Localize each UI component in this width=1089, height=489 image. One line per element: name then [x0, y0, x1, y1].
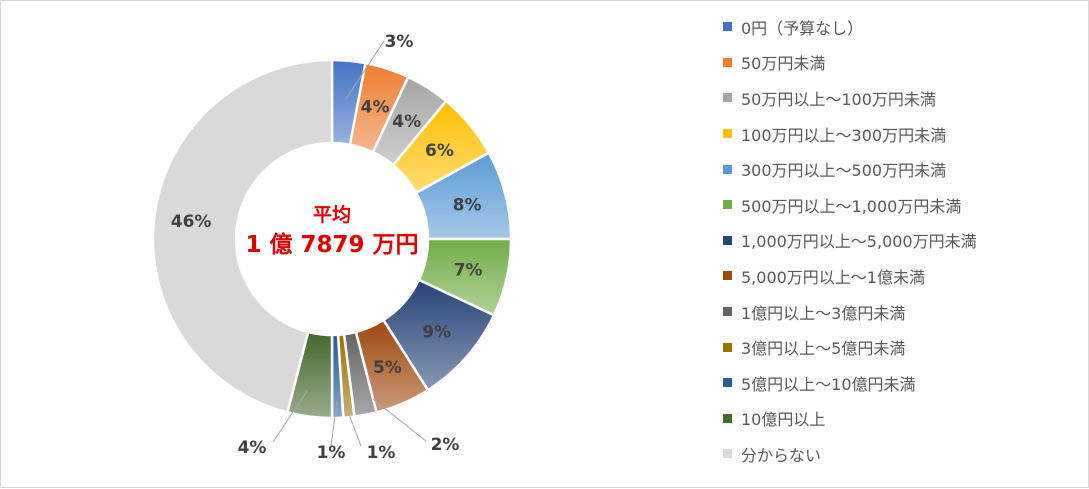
slice-label-7: 5%: [373, 358, 402, 378]
legend-item-6: 1,000万円以上～5,000万円未満: [723, 223, 1083, 259]
legend-label-12: 分からない: [741, 445, 822, 465]
leader-line-8: [372, 398, 427, 442]
center-title: 平均: [313, 203, 351, 226]
legend-label-6: 1,000万円以上～5,000万円未満: [741, 232, 977, 252]
slice-label-11: 4%: [238, 438, 267, 458]
legend-label-8: 1億円以上～3億円未満: [741, 303, 906, 323]
slice-12: [151, 58, 334, 414]
legend-label-3: 100万円以上～300万円未満: [741, 125, 947, 145]
legend-label-7: 5,000万円以上～1億未満: [741, 267, 925, 287]
slice-label-3: 6%: [425, 141, 454, 161]
leader-line-0: [345, 40, 385, 100]
legend-item-1: 50万円未満: [723, 45, 1083, 81]
legend-swatch-12: [723, 449, 732, 459]
legend-label-4: 300万円以上～500万円未満: [741, 161, 947, 181]
legend-swatch-2: [723, 93, 732, 103]
legend-label-0: 0円（予算なし）: [741, 18, 864, 38]
slice-label-2: 4%: [392, 112, 421, 132]
legend-swatch-7: [723, 271, 732, 281]
legend-swatch-0: [723, 22, 732, 32]
slice-label-6: 9%: [422, 322, 451, 342]
legend-item-11: 10億円以上: [723, 401, 1083, 437]
legend-item-8: 1億円以上～3億円未満: [723, 294, 1083, 330]
legend-label-1: 50万円未満: [741, 54, 826, 74]
legend-item-4: 300万円以上～500万円未満: [723, 151, 1083, 187]
slice-label-10: 1%: [317, 443, 346, 463]
leader-lines: [272, 40, 427, 447]
legend-label-2: 50万円以上～100万円未満: [741, 89, 936, 109]
slice-label-0: 3%: [385, 32, 414, 52]
slice-label-9: 1%: [367, 443, 396, 463]
legend-swatch-5: [723, 200, 732, 210]
legend-swatch-9: [723, 342, 732, 352]
slice-label-8: 2%: [431, 435, 460, 455]
center-value: 1 億 7879 万円: [245, 231, 418, 258]
legend-swatch-1: [723, 57, 732, 67]
slice-label-5: 7%: [454, 260, 483, 280]
legend-item-0: 0円（予算なし）: [723, 9, 1083, 45]
legend-swatch-3: [723, 129, 732, 139]
legend-item-7: 5,000万円以上～1億未満: [723, 258, 1083, 294]
slice-labels: 3%4%4%6%8%7%9%5%2%1%1%4%46%: [171, 32, 483, 463]
legend-item-12: 分からない: [723, 436, 1083, 472]
leader-line-10: [330, 400, 338, 447]
slices: [151, 58, 513, 420]
legend-item-3: 100万円以上～300万円未満: [723, 116, 1083, 152]
legend-swatch-6: [723, 235, 732, 245]
legend-label-9: 3億円以上～5億円未満: [741, 339, 906, 359]
legend-label-11: 10億円以上: [741, 410, 826, 430]
legend-swatch-10: [723, 378, 732, 388]
legend-item-5: 500万円以上～1,000万円未満: [723, 187, 1083, 223]
leader-line-9: [343, 400, 362, 447]
slice-label-12: 46%: [171, 212, 212, 232]
legend: 0円（予算なし） 50万円未満 50万円以上～100万円未満 100万円以上～300万…: [723, 9, 1083, 472]
legend-item-10: 5億円以上～10億円未満: [723, 365, 1083, 401]
slice-label-4: 8%: [453, 195, 482, 215]
legend-item-2: 50万円以上～100万円未満: [723, 80, 1083, 116]
legend-label-10: 5億円以上～10億円未満: [741, 374, 916, 394]
legend-swatch-11: [723, 413, 732, 423]
legend-swatch-4: [723, 164, 732, 174]
leader-line-11: [272, 390, 308, 443]
legend-label-5: 500万円以上～1,000万円未満: [741, 196, 962, 216]
legend-item-9: 3億円以上～5億円未満: [723, 329, 1083, 365]
legend-swatch-8: [723, 307, 732, 317]
slice-label-1: 4%: [361, 97, 390, 117]
